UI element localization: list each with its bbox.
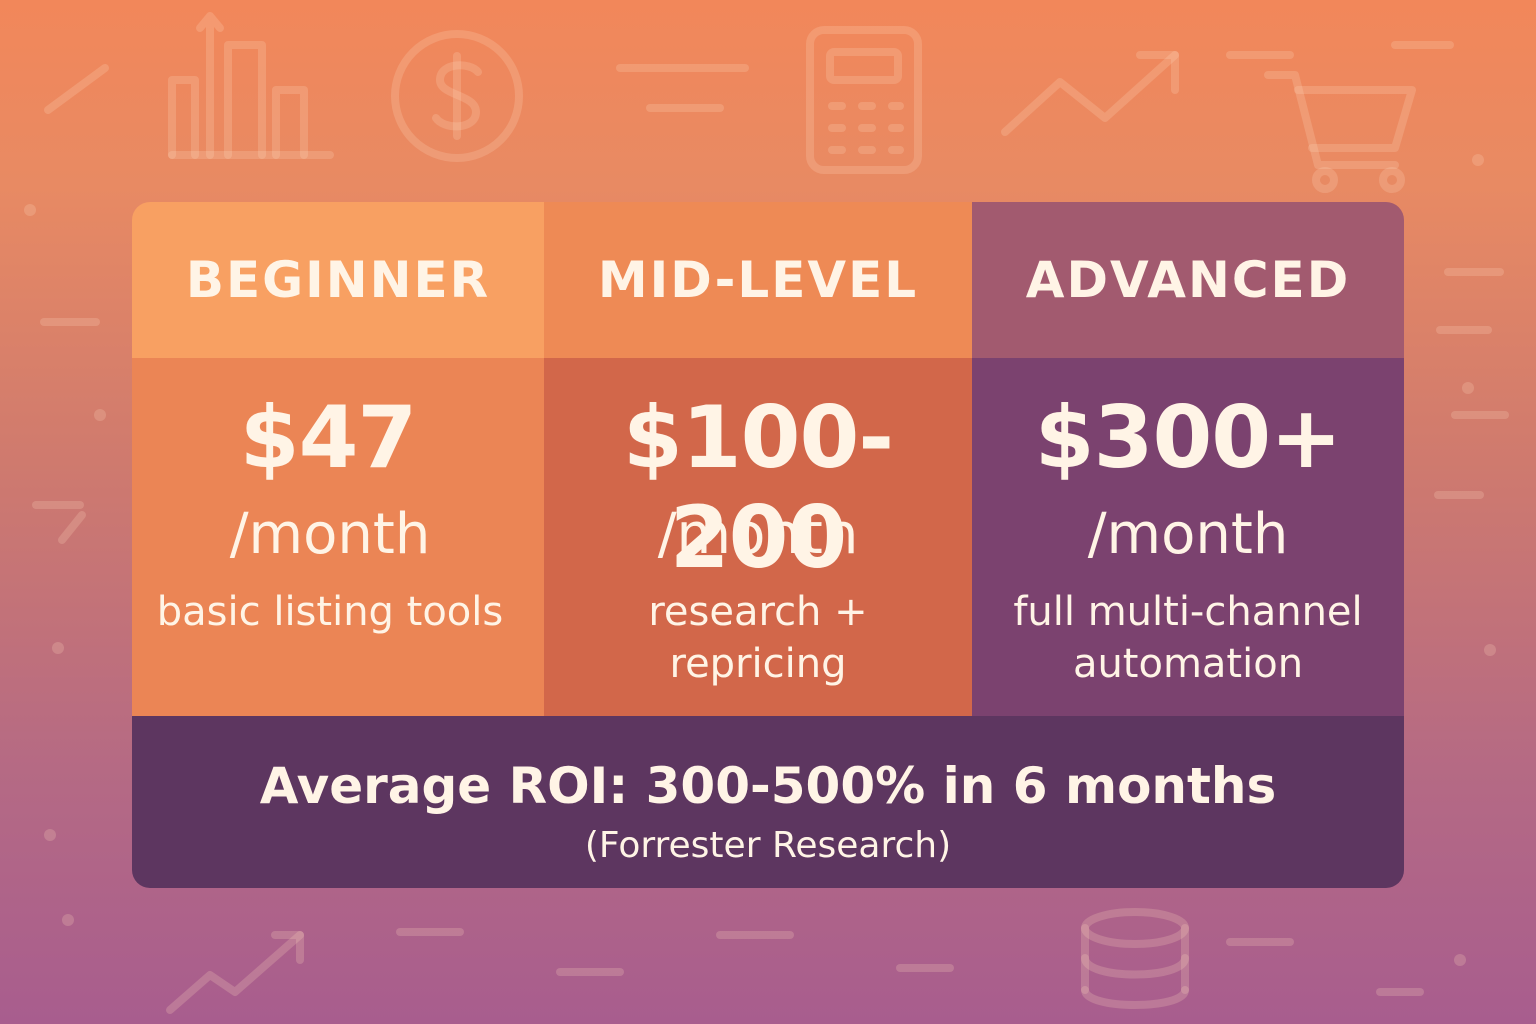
- shopping-cart-icon: [1264, 71, 1416, 193]
- tier-mid-level: MID-LEVEL $100-200 /month research + rep…: [544, 202, 972, 716]
- decor-dot: [1484, 644, 1496, 656]
- tier-price: $300+: [1034, 388, 1342, 488]
- tier-body: $100-200 /month research + repricing: [544, 358, 972, 716]
- trend-arrow-icon: [1001, 51, 1179, 136]
- roi-statement: Average ROI: 300-500% in 6 months: [259, 757, 1277, 815]
- decor-dot: [24, 204, 36, 216]
- tier-description: research + repricing: [648, 589, 868, 687]
- tier-name: BEGINNER: [132, 202, 544, 358]
- tier-body: $47 /month basic listing tools: [132, 358, 544, 716]
- pricing-card: BEGINNER $47 /month basic listing tools …: [132, 202, 1404, 888]
- decor-dot: [1472, 154, 1484, 166]
- tier-price: $47: [239, 388, 418, 488]
- roi-source: (Forrester Research): [584, 825, 952, 866]
- tier-price: $100-200: [622, 388, 894, 588]
- roi-footer: Average ROI: 300-500% in 6 months (Forre…: [132, 716, 1404, 888]
- decor-dot: [52, 642, 64, 654]
- tier-name: MID-LEVEL: [544, 202, 972, 358]
- decor-dot: [94, 409, 106, 421]
- decor-dot: [1454, 954, 1466, 966]
- decor-dot: [44, 829, 56, 841]
- tier-body: $300+ /month full multi-channel automati…: [972, 358, 1404, 716]
- tier-period: /month: [1087, 502, 1289, 567]
- decor-line: [44, 64, 109, 114]
- tier-period: /month: [229, 502, 431, 567]
- tier-name: ADVANCED: [972, 202, 1404, 358]
- database-icon: [1081, 908, 1189, 1009]
- tier-period: /month: [657, 502, 859, 567]
- decor-dot: [1462, 382, 1474, 394]
- decor-dot: [62, 914, 74, 926]
- tier-description: full multi-channel automation: [1013, 589, 1363, 687]
- trend-arrow-icon: [166, 931, 304, 1014]
- tier-advanced: ADVANCED $300+ /month full multi-channel…: [972, 202, 1404, 716]
- dollar-coin-icon: [391, 30, 523, 162]
- calculator-icon: [806, 26, 922, 174]
- tier-description: basic listing tools: [156, 589, 504, 635]
- bar-chart-icon: [168, 12, 334, 159]
- decor-line: [58, 511, 86, 544]
- tier-beginner: BEGINNER $47 /month basic listing tools: [132, 202, 544, 716]
